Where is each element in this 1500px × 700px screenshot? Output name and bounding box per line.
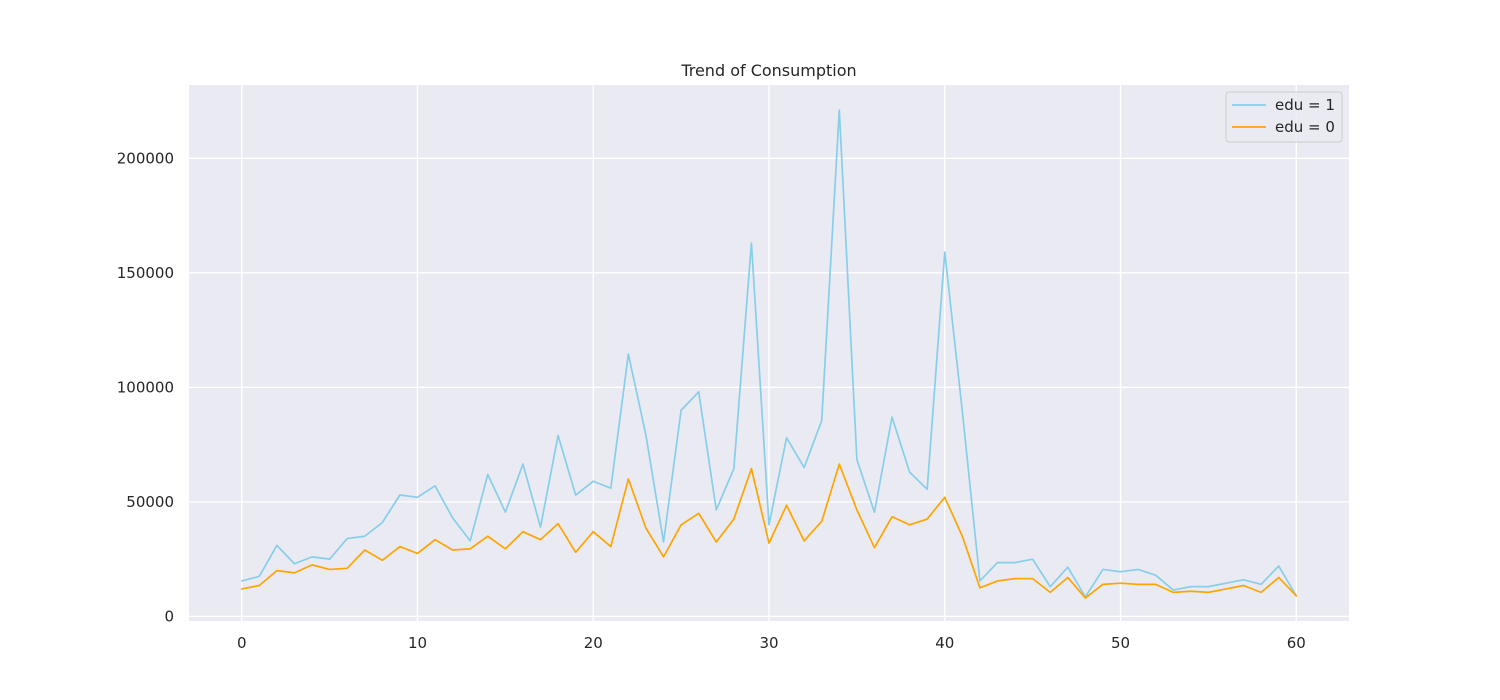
x-tick-label: 20: [584, 634, 603, 652]
legend-label: edu = 0: [1275, 118, 1335, 136]
y-axis-ticks: 0 50000 100000 150000 200000: [117, 149, 174, 625]
y-tick-label: 150000: [117, 264, 174, 282]
series-line: [240, 463, 1298, 599]
y-tick-label: 50000: [126, 493, 174, 511]
x-tick-label: 50: [1111, 634, 1130, 652]
series-line: [240, 109, 1298, 598]
x-axis-ticks: 0 10 20 30 40 50 60: [237, 634, 1306, 652]
series-2: [240, 463, 1298, 599]
series-layer: [240, 109, 1298, 599]
x-tick-label: 10: [408, 634, 427, 652]
y-tick-label: 200000: [117, 149, 174, 167]
chart-title: Trend of Consumption: [680, 61, 856, 80]
x-tick-label: 40: [935, 634, 954, 652]
legend: edu = 1 edu = 0: [1225, 91, 1343, 143]
series-1: [240, 109, 1298, 598]
x-tick-label: 60: [1287, 634, 1306, 652]
y-tick-label: 0: [164, 607, 174, 625]
x-tick-label: 0: [237, 634, 247, 652]
grid: [189, 85, 1349, 621]
y-tick-label: 100000: [117, 378, 174, 396]
legend-label: edu = 1: [1275, 96, 1335, 114]
x-tick-label: 30: [759, 634, 778, 652]
